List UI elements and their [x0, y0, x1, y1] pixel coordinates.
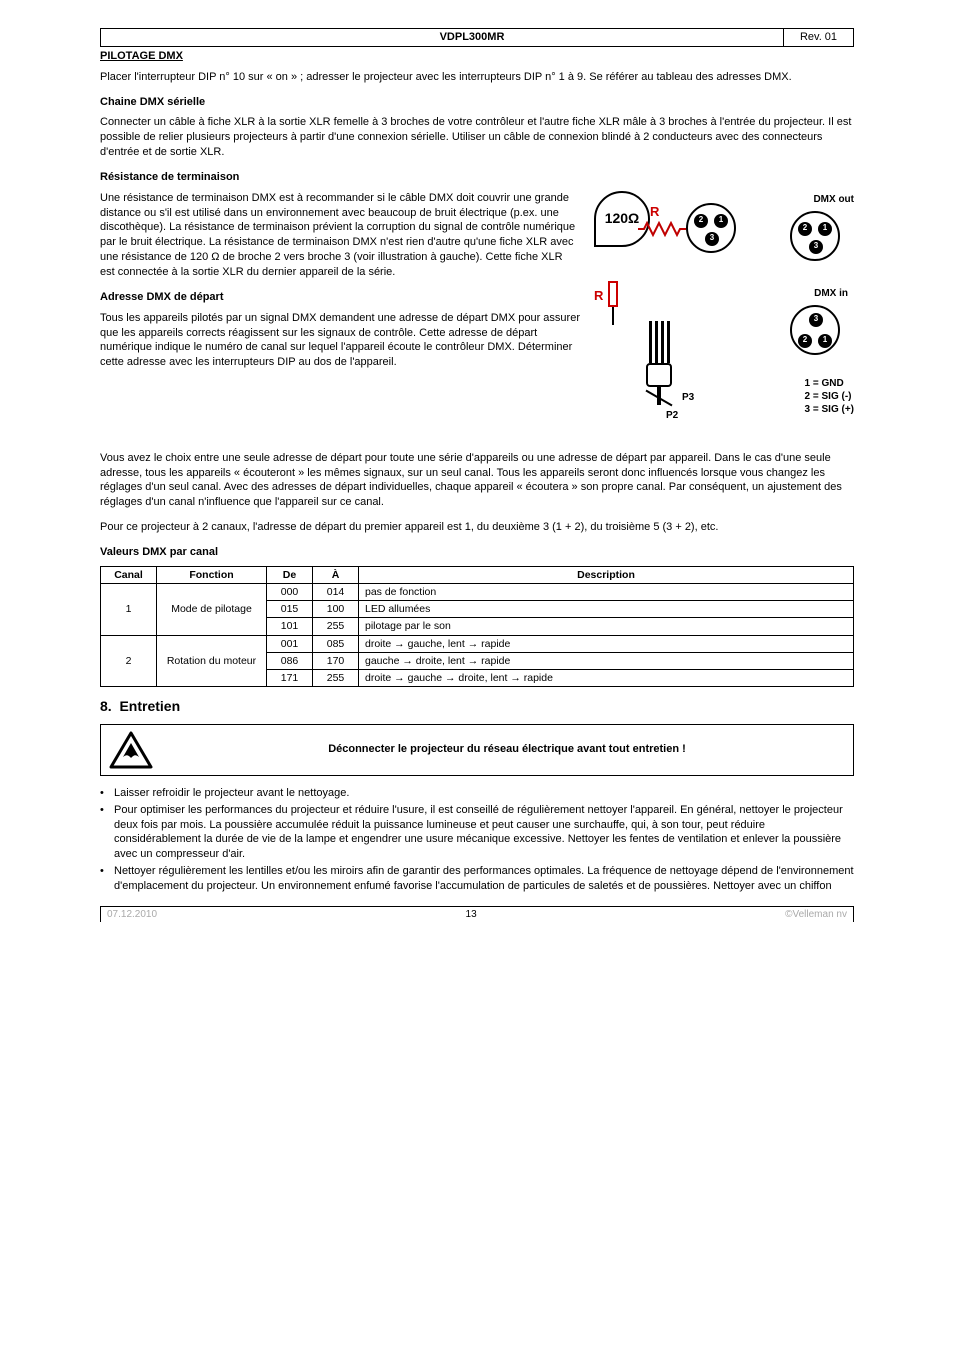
th-canal: Canal	[101, 566, 157, 583]
xlr-plug-icon: P3 P2	[646, 321, 672, 401]
th-de: De	[267, 566, 313, 583]
table-header-row: Canal Fonction De À Description	[101, 566, 854, 583]
chain-title: Chaine DMX sérielle	[100, 95, 854, 110]
pin-legend: 1 = GND 2 = SIG (-) 3 = SIG (+)	[805, 377, 854, 416]
xlr-dmx-out-icon: 123	[790, 211, 840, 261]
terminator-title: Résistance de terminaison	[100, 170, 854, 185]
list-item: Nettoyer régulièrement les lentilles et/…	[114, 864, 854, 894]
list-item: Pour optimiser les performances du proje…	[114, 803, 854, 862]
p3-label: P3	[682, 391, 694, 405]
address-title: Adresse DMX de départ	[100, 290, 580, 305]
product-code: VDPL300MR	[161, 29, 783, 46]
terminator-body: Une résistance de terminaison DMX est à …	[100, 191, 580, 280]
footer-copyright: ©Velleman nv	[785, 908, 847, 922]
cell-a: 255	[313, 618, 359, 635]
dmx-table-title: Valeurs DMX par canal	[100, 545, 854, 560]
cell-desc: pilotage par le son	[359, 618, 854, 635]
footer-date: 07.12.2010	[107, 908, 157, 922]
section-title: Entretien	[119, 698, 180, 714]
cell-desc: gauche → droite, lent → rapide	[359, 652, 854, 669]
dmx-values-table: Canal Fonction De À Description 1Mode de…	[100, 566, 854, 687]
dmx-in-label: DMX in	[814, 287, 848, 301]
r-label-vert: R	[594, 287, 603, 305]
cell-a: 100	[313, 601, 359, 618]
revision: Rev. 01	[783, 29, 853, 46]
cell-canal: 1	[101, 583, 157, 635]
warning-icon	[101, 725, 161, 775]
r-label-top: R	[650, 203, 659, 221]
list-item: Laisser refroidir le projecteur avant le…	[114, 786, 854, 801]
table-row: 2Rotation du moteur001085droite → gauche…	[101, 635, 854, 652]
cell-de: 015	[267, 601, 313, 618]
address-body1: Tous les appareils pilotés par un signal…	[100, 311, 580, 370]
xlr-out-small-icon: 123	[686, 203, 736, 253]
footer-page: 13	[466, 908, 477, 922]
cell-a: 255	[313, 669, 359, 686]
resistor-h-icon	[638, 221, 686, 237]
warning-box: Déconnecter le projecteur du réseau élec…	[100, 724, 854, 776]
pilotage-title: PILOTAGE DMX	[100, 49, 854, 64]
cell-desc: droite → gauche, lent → rapide	[359, 635, 854, 652]
dmx-out-label: DMX out	[813, 193, 854, 207]
cell-de: 086	[267, 652, 313, 669]
cell-desc: droite → gauche → droite, lent → rapide	[359, 669, 854, 686]
legend-1: 1 = GND	[805, 377, 854, 390]
cell-a: 014	[313, 583, 359, 600]
xlr-dmx-in-icon: 123	[790, 305, 840, 355]
cell-desc: LED allumées	[359, 601, 854, 618]
cell-a: 170	[313, 652, 359, 669]
cell-de: 001	[267, 635, 313, 652]
document-header: VDPL300MR Rev. 01	[100, 28, 854, 47]
entretien-heading: 8. Entretien	[100, 697, 854, 716]
th-desc: Description	[359, 566, 854, 583]
th-fonction: Fonction	[157, 566, 267, 583]
warning-text: Déconnecter le projecteur du réseau élec…	[161, 736, 853, 763]
legend-3: 3 = SIG (+)	[805, 403, 854, 416]
section-number: 8.	[100, 698, 112, 714]
address-body3: Pour ce projecteur à 2 canaux, l'adresse…	[100, 520, 854, 535]
resistor-v-icon	[608, 281, 618, 325]
cell-fonction: Rotation du moteur	[157, 635, 267, 687]
cell-a: 085	[313, 635, 359, 652]
ohm-value: 120Ω	[594, 191, 650, 247]
cell-fonction: Mode de pilotage	[157, 583, 267, 635]
table-row: 1Mode de pilotage000014pas de fonction	[101, 583, 854, 600]
cell-canal: 2	[101, 635, 157, 687]
pilotage-intro: Placer l'interrupteur DIP n° 10 sur « on…	[100, 70, 854, 85]
cell-de: 101	[267, 618, 313, 635]
th-a: À	[313, 566, 359, 583]
legend-2: 2 = SIG (-)	[805, 390, 854, 403]
entretien-list: Laisser refroidir le projecteur avant le…	[100, 786, 854, 894]
dmx-diagram: 120Ω R 123 DMX out 123 DMX in 123 R	[594, 191, 854, 451]
p2-label: P2	[666, 409, 678, 423]
chain-body: Connecter un câble à fiche XLR à la sort…	[100, 115, 854, 160]
address-body2: Vous avez le choix entre une seule adres…	[100, 451, 854, 510]
cell-desc: pas de fonction	[359, 583, 854, 600]
cell-de: 000	[267, 583, 313, 600]
page-footer: 07.12.2010 13 ©Velleman nv	[100, 906, 854, 923]
cell-de: 171	[267, 669, 313, 686]
